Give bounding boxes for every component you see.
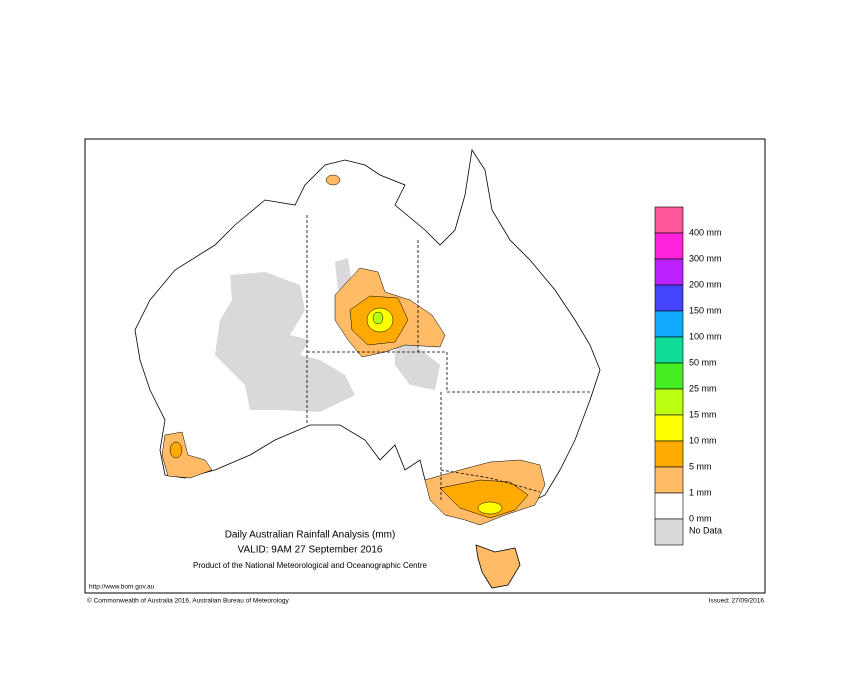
legend-swatch bbox=[654, 518, 684, 546]
state-border bbox=[440, 469, 541, 493]
no-data-area bbox=[395, 340, 440, 390]
legend-label: 5 mm bbox=[689, 461, 712, 471]
legend-label: 25 mm bbox=[689, 383, 717, 393]
legend-swatch bbox=[654, 362, 684, 390]
tasmania bbox=[475, 544, 521, 589]
rain-10mm bbox=[477, 501, 503, 515]
rain-5mm bbox=[439, 479, 529, 519]
legend-label: 1 mm bbox=[689, 487, 712, 497]
rain-15mm bbox=[372, 311, 384, 325]
legend-label: 10 mm bbox=[689, 435, 717, 445]
state-border bbox=[307, 351, 590, 393]
product-note: Product of the National Meteorological a… bbox=[193, 561, 427, 570]
legend-swatch bbox=[654, 232, 684, 260]
legend-swatch bbox=[654, 466, 684, 494]
legend-swatch bbox=[654, 206, 684, 234]
legend-label: 400 mm bbox=[689, 227, 722, 237]
rain-5mm bbox=[169, 441, 183, 459]
legend-label: 15 mm bbox=[689, 409, 717, 419]
legend-label: No Data bbox=[689, 525, 722, 535]
legend-swatch bbox=[654, 258, 684, 286]
legend-swatch bbox=[654, 310, 684, 338]
no-data-area bbox=[215, 272, 355, 412]
legend-label: 0 mm bbox=[689, 513, 712, 523]
legend-label: 100 mm bbox=[689, 331, 722, 341]
legend-label: 300 mm bbox=[689, 253, 722, 263]
copyright: © Commonwealth of Australia 2016, Austra… bbox=[87, 597, 289, 605]
legend-swatch bbox=[654, 388, 684, 416]
legend-label: 200 mm bbox=[689, 279, 722, 289]
legend-swatch bbox=[654, 492, 684, 520]
legend-swatch bbox=[654, 284, 684, 312]
legend-label: 150 mm bbox=[689, 305, 722, 315]
map-title: Daily Australian Rainfall Analysis (mm) bbox=[225, 530, 396, 541]
valid-time: VALID: 9AM 27 September 2016 bbox=[238, 545, 383, 556]
legend-swatch bbox=[654, 414, 684, 442]
legend-label: 50 mm bbox=[689, 357, 717, 367]
legend-swatch bbox=[654, 336, 684, 364]
url: http://www.bom.gov.au bbox=[89, 584, 155, 591]
legend-swatch bbox=[654, 440, 684, 468]
rain-1mm bbox=[325, 174, 341, 186]
issued-date: Issued: 27/09/2016 bbox=[709, 598, 765, 605]
